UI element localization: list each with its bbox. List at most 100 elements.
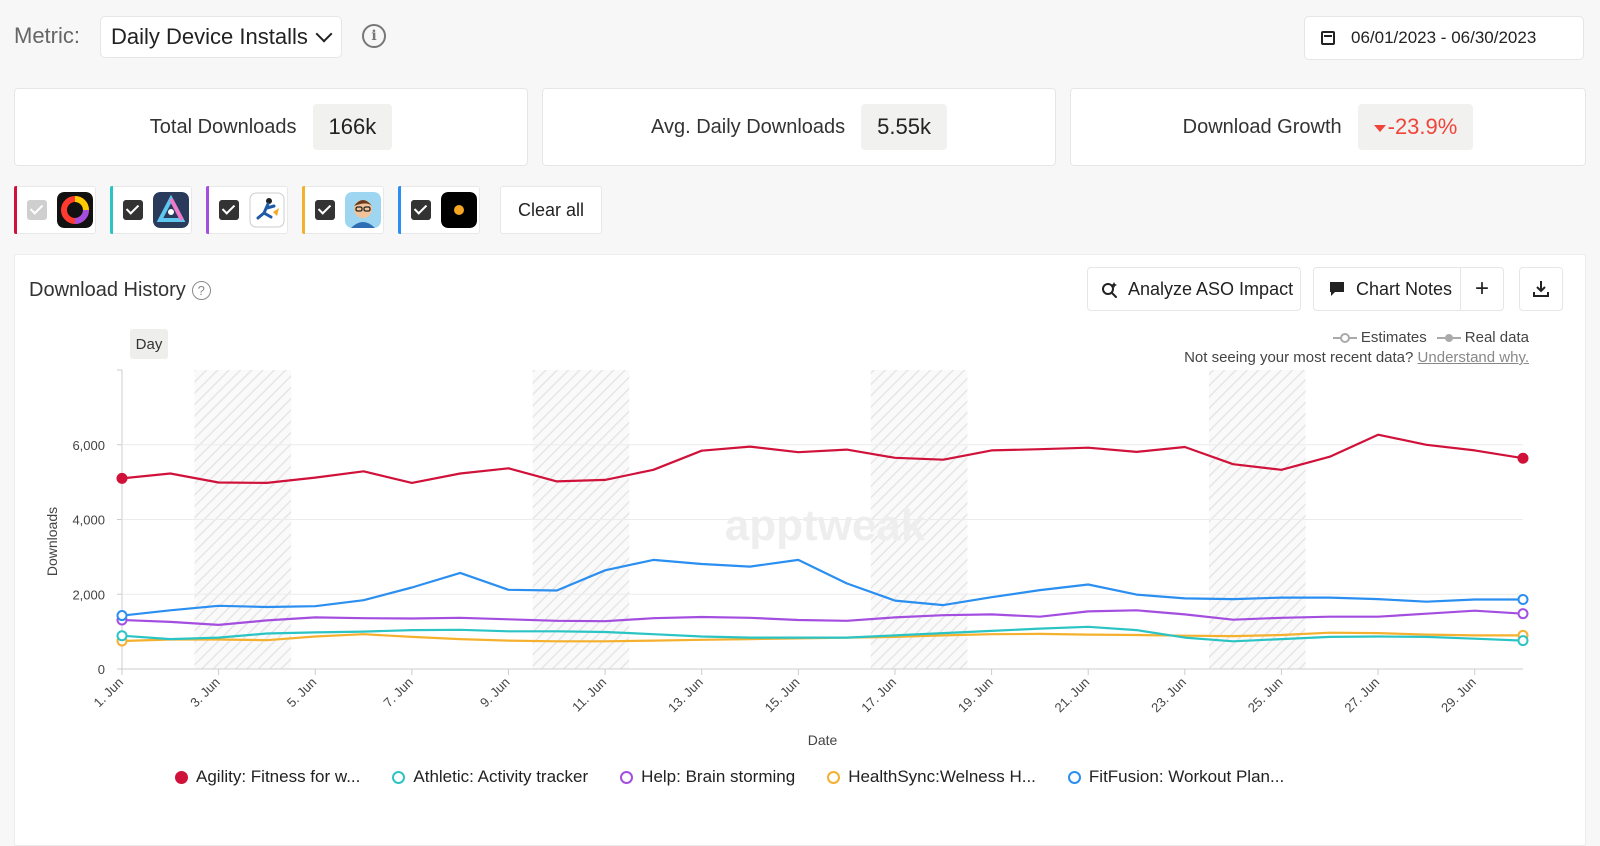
kpi-value: 5.55k (861, 104, 947, 150)
info-icon[interactable]: i (362, 24, 386, 48)
legend-dot-icon (392, 770, 406, 784)
legend-item[interactable]: Agility: Fitness for w... (175, 767, 360, 787)
top-bar: Metric: Daily Device Installs i 06/01/20… (0, 0, 1600, 78)
understand-why-link[interactable]: Understand why. (1417, 349, 1529, 366)
legend-item[interactable]: FitFusion: Workout Plan... (1067, 767, 1285, 787)
y-tick-label: 2,000 (72, 587, 105, 602)
x-tick-label: 23. Jun (1148, 675, 1189, 716)
real-data-legend-icon (1436, 333, 1461, 342)
real-data-label: Real data (1464, 329, 1529, 346)
x-tick-label: 3. Jun (187, 675, 223, 711)
legend-dot-icon (620, 770, 634, 784)
day-granularity-tab[interactable]: Day (130, 329, 168, 359)
x-axis-label: Date (808, 732, 838, 748)
legend-dot-icon (175, 770, 188, 784)
app-chip-agility[interactable] (14, 186, 96, 234)
estimates-legend-icon (1332, 332, 1357, 343)
x-tick-label: 5. Jun (284, 675, 320, 711)
metric-dropdown[interactable]: Daily Device Installs (100, 16, 342, 58)
x-tick-label: 29. Jun (1438, 675, 1479, 716)
kpi-label: Download Growth (1182, 115, 1342, 138)
y-axis-label: Downloads (44, 507, 60, 576)
series-point (1517, 452, 1529, 464)
x-tick-label: 21. Jun (1052, 675, 1093, 716)
app-chip-fitfusion[interactable] (398, 186, 480, 234)
kpi-download-growth: Download Growth -23.9% (1070, 88, 1586, 166)
x-tick-label: 15. Jun (762, 675, 803, 716)
help-app-icon (249, 192, 285, 228)
legend-dot-icon (1067, 770, 1081, 784)
download-button[interactable] (1519, 267, 1563, 311)
legend-label: HealthSync:Welness H... (848, 767, 1036, 786)
kpi-avg-daily-downloads: Avg. Daily Downloads 5.55k (542, 88, 1056, 166)
x-tick-label: 27. Jun (1341, 675, 1382, 716)
download-history-chart: apptweak 0 2,000 4,000 6,000 1. Jun 3. Jun 5. J… (44, 369, 1529, 748)
analyze-aso-impact-label: Analyze ASO Impact (1128, 278, 1294, 299)
x-tick-label: 7. Jun (380, 675, 416, 711)
legend-item[interactable]: Help: Brain storming (620, 767, 795, 787)
fitfusion-app-icon (441, 192, 477, 228)
metric-label: Metric: (14, 23, 80, 48)
kpi-label: Total Downloads (149, 115, 297, 138)
clear-all-button[interactable]: Clear all (500, 186, 602, 234)
chart-notes-label: Chart Notes (1356, 278, 1453, 299)
panel-title: Download History ? (29, 279, 211, 302)
y-tick-label: 0 (98, 662, 105, 677)
chevron-down-icon (315, 25, 333, 43)
kpi-value: -23.9% (1357, 104, 1474, 150)
series-line (121, 609, 1524, 626)
panel-title-text: Download History (29, 279, 186, 301)
app-checkbox[interactable] (27, 200, 47, 220)
agility-app-icon (57, 192, 93, 228)
metric-dropdown-value: Daily Device Installs (111, 24, 308, 49)
series-point (116, 472, 128, 484)
plus-icon: + (1474, 275, 1489, 302)
comment-icon (1330, 282, 1344, 296)
series-point (1517, 608, 1529, 620)
legend-dot-icon (827, 770, 841, 784)
date-range-picker[interactable]: 06/01/2023 - 06/30/2023 (1304, 16, 1584, 60)
download-icon (1533, 281, 1549, 297)
series-point (1517, 635, 1529, 647)
series-line (121, 625, 1524, 643)
download-history-panel: Download History ? Analyze ASO Impact Ch… (14, 254, 1586, 846)
app-color-bar (302, 186, 305, 234)
app-color-bar (110, 186, 113, 234)
legend-item[interactable]: HealthSync:Welness H... (827, 767, 1036, 787)
recent-data-note: Not seeing your most recent data? Unders… (1184, 349, 1529, 366)
x-tick-label: 1. Jun (90, 675, 126, 711)
legend-label: Athletic: Activity tracker (413, 767, 589, 786)
legend-label: FitFusion: Workout Plan... (1088, 767, 1285, 786)
calendar-icon (1321, 31, 1335, 45)
magic-search-icon (1102, 282, 1117, 298)
app-color-bar (14, 186, 17, 234)
app-checkbox[interactable] (411, 200, 431, 220)
app-chip-healthsync[interactable] (302, 186, 384, 234)
x-tick-label: 17. Jun (858, 675, 899, 716)
legend-label: Help: Brain storming (641, 767, 796, 786)
app-chip-help[interactable] (206, 186, 288, 234)
kpi-total-downloads: Total Downloads 166k (14, 88, 528, 166)
data-type-legend: Estimates Real data (1332, 329, 1529, 346)
trend-down-icon (1373, 124, 1386, 132)
app-checkbox[interactable] (219, 200, 239, 220)
legend-item[interactable]: Athletic: Activity tracker (392, 767, 588, 787)
kpi-label: Avg. Daily Downloads (651, 115, 846, 138)
analyze-aso-impact-button[interactable]: Analyze ASO Impact (1087, 267, 1301, 311)
app-chip-athletic[interactable] (110, 186, 192, 234)
legend-label: Agility: Fitness for w... (196, 767, 361, 786)
chart-notes-button[interactable]: Chart Notes (1313, 267, 1461, 311)
kpi-value: 166k (312, 104, 393, 150)
x-tick-label: 19. Jun (955, 675, 996, 716)
add-note-button[interactable]: + (1460, 267, 1504, 311)
app-checkbox[interactable] (315, 200, 335, 220)
series-point (116, 630, 128, 642)
date-range-text: 06/01/2023 - 06/30/2023 (1351, 28, 1537, 47)
help-icon[interactable]: ? (191, 281, 211, 300)
app-color-bar (206, 186, 209, 234)
y-tick-label: 6,000 (72, 438, 105, 453)
athletic-app-icon (153, 192, 189, 228)
app-checkbox[interactable] (123, 200, 143, 220)
y-tick-label: 4,000 (72, 513, 105, 528)
healthsync-app-icon (345, 192, 381, 228)
